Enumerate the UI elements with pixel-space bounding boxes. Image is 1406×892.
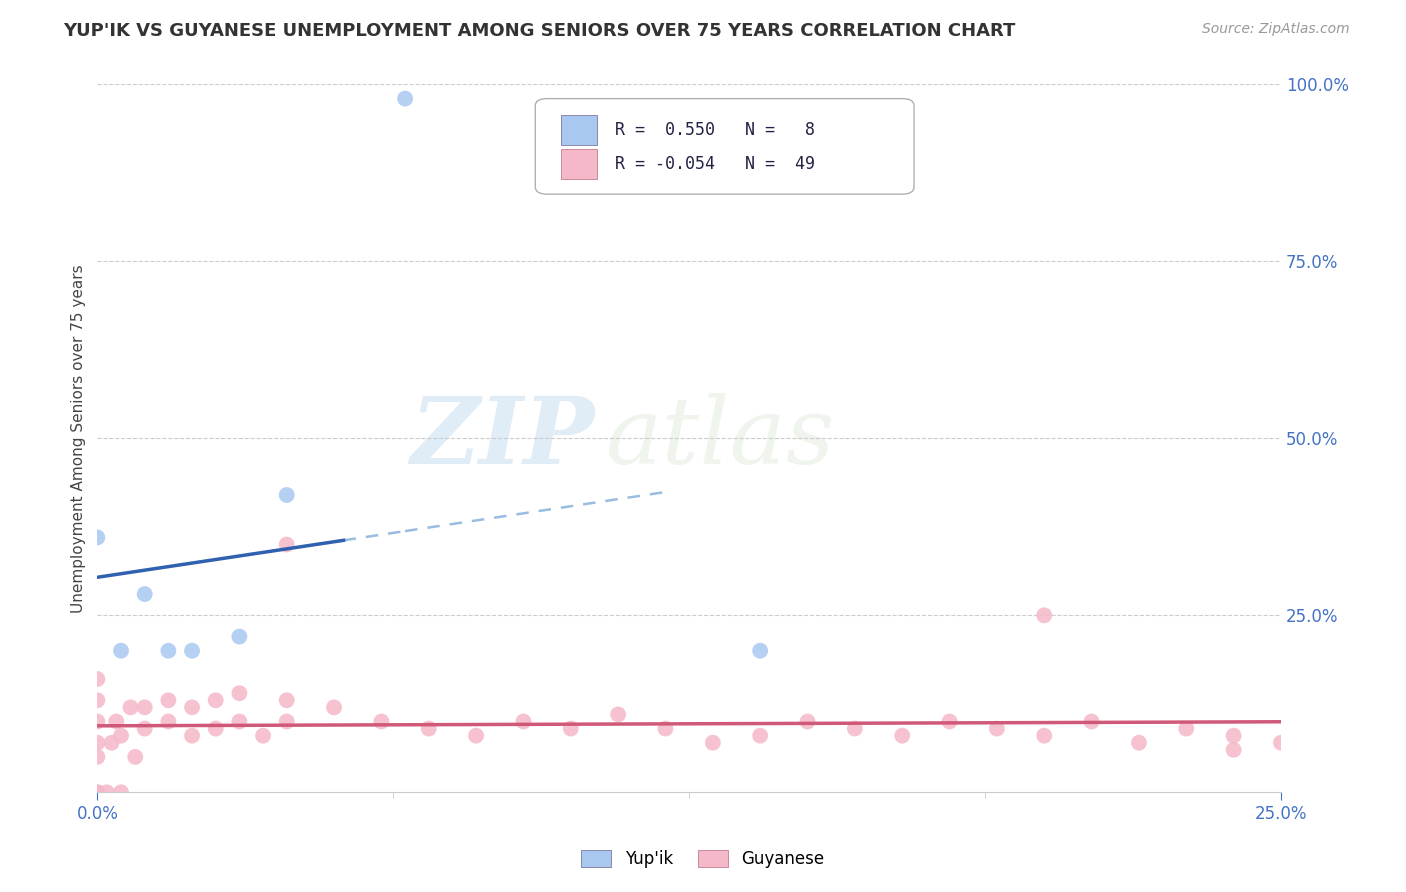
Point (110, 729, 132, 743)
Point (86, 714, 108, 729)
Point (276, 693, 298, 707)
Point (228, 630, 250, 644)
Point (276, 714, 298, 729)
Point (844, 722, 866, 736)
Point (120, 700, 142, 714)
Point (1222, 743, 1244, 757)
Point (86, 785, 108, 799)
Text: R =  0.550   N =   8: R = 0.550 N = 8 (614, 120, 814, 139)
Point (100, 736, 122, 750)
Point (749, 729, 772, 743)
Point (512, 714, 534, 729)
Point (702, 736, 724, 750)
Point (465, 729, 488, 743)
Point (560, 722, 582, 736)
Point (370, 714, 392, 729)
Point (1222, 729, 1244, 743)
Point (607, 707, 630, 722)
Point (181, 644, 204, 658)
Text: YUP'IK VS GUYANESE UNEMPLOYMENT AMONG SENIORS OVER 75 YEARS CORRELATION CHART: YUP'IK VS GUYANESE UNEMPLOYMENT AMONG SE… (63, 22, 1015, 40)
Point (181, 729, 204, 743)
Point (96, 785, 118, 799)
Point (1270, 736, 1292, 750)
FancyBboxPatch shape (536, 99, 914, 194)
Point (134, 700, 156, 714)
Point (749, 644, 772, 658)
Point (394, 92, 416, 106)
Y-axis label: Unemployment Among Seniors over 75 years: Unemployment Among Seniors over 75 years (72, 264, 86, 613)
Point (1033, 729, 1056, 743)
Text: R = -0.054   N =  49: R = -0.054 N = 49 (614, 154, 814, 173)
Point (86, 693, 108, 707)
Point (1080, 714, 1102, 729)
Point (228, 686, 250, 700)
Legend: Yup'ik, Guyanese: Yup'ik, Guyanese (575, 843, 831, 875)
Point (86, 750, 108, 764)
Point (204, 722, 226, 736)
Bar (561, 149, 596, 178)
Point (276, 537, 298, 551)
Point (110, 785, 132, 799)
Point (124, 750, 146, 764)
Point (105, 714, 128, 729)
Point (938, 714, 960, 729)
Point (181, 700, 204, 714)
Text: ZIP: ZIP (411, 393, 595, 483)
Point (1128, 736, 1150, 750)
Point (276, 488, 298, 502)
Point (86, 531, 108, 545)
Point (157, 714, 180, 729)
Point (86, 672, 108, 686)
Bar (561, 115, 596, 145)
Point (110, 644, 132, 658)
Text: atlas: atlas (606, 393, 835, 483)
Point (418, 722, 440, 736)
Point (654, 722, 676, 736)
Point (891, 729, 914, 743)
Point (796, 714, 818, 729)
Point (134, 587, 156, 601)
Point (1033, 608, 1056, 623)
Text: Source: ZipAtlas.com: Source: ZipAtlas.com (1202, 22, 1350, 37)
Point (228, 714, 250, 729)
Point (1175, 722, 1198, 736)
Point (86, 785, 108, 799)
Point (252, 729, 274, 743)
Point (323, 700, 346, 714)
Point (134, 722, 156, 736)
Point (986, 722, 1008, 736)
Point (86, 736, 108, 750)
Point (157, 644, 180, 658)
Point (157, 693, 180, 707)
Point (204, 693, 226, 707)
